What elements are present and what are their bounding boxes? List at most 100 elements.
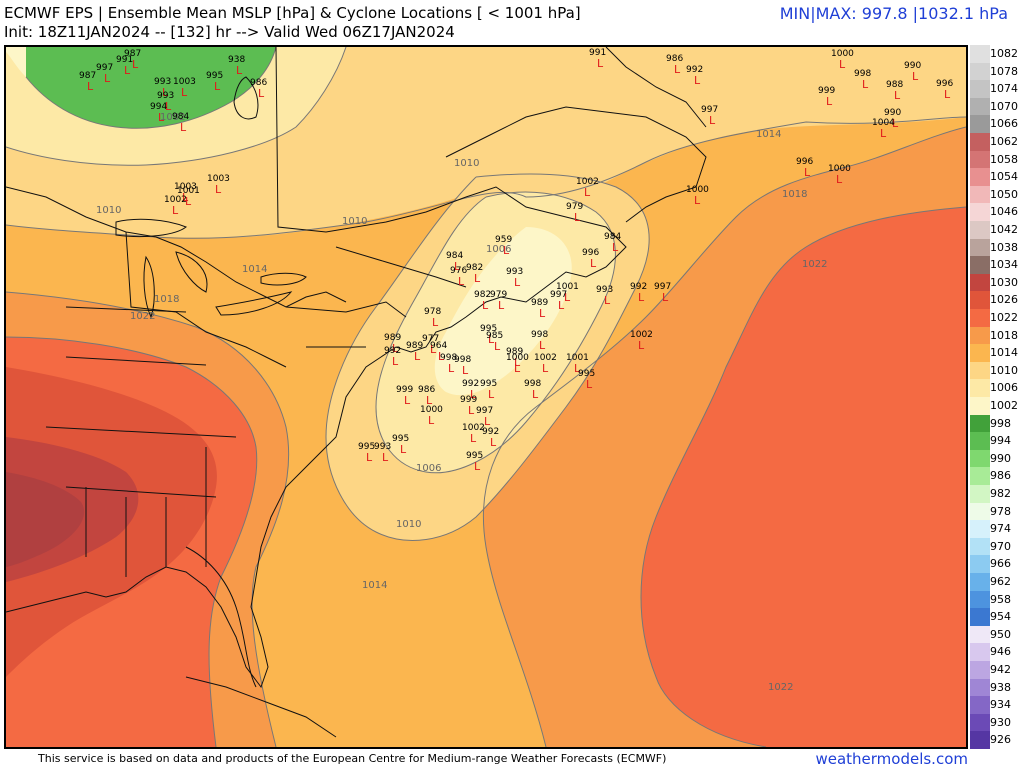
cyclone-pressure-label: 993 — [374, 442, 391, 452]
colorbar-label: 986 — [990, 469, 1011, 483]
colorbar-swatch — [970, 133, 990, 152]
colorbar-swatch — [970, 537, 990, 556]
cyclone-pressure-label: 999 — [460, 395, 477, 405]
cyclone-pressure-label: 959 — [495, 235, 512, 245]
low-marker-icon: L — [87, 80, 94, 93]
cyclone-pressure-label: 995 — [392, 434, 409, 444]
field-1002 — [434, 227, 572, 396]
colorbar-label: 926 — [990, 733, 1011, 747]
cyclone-pressure-label: 999 — [818, 86, 835, 96]
colorbar-label: 962 — [990, 575, 1011, 588]
colorbar-swatch — [970, 502, 990, 521]
low-marker-icon: L — [826, 95, 833, 108]
cyclone-pressure-label: 992 — [384, 346, 401, 356]
colorbar-swatch — [970, 555, 990, 574]
colorbar-label: 1050 — [990, 187, 1018, 201]
cyclone-pressure-label: 964 — [430, 341, 447, 351]
cyclone-pressure-label: 989 — [531, 298, 548, 308]
colorbar-swatch — [970, 344, 990, 363]
colorbar-swatch — [970, 625, 990, 644]
colorbar-swatch — [970, 80, 990, 99]
brand-link[interactable]: weathermodels.com — [815, 750, 968, 768]
cyclone-pressure-label: 995 — [480, 379, 497, 389]
cyclone-pressure-label: 979 — [566, 202, 583, 212]
isobar-label: 1010 — [454, 158, 479, 169]
isobar-label: 1022 — [768, 682, 793, 693]
low-marker-icon: L — [574, 362, 581, 375]
cyclone-pressure-label: 998 — [454, 355, 471, 365]
cyclone-pressure-label: 979 — [490, 290, 507, 300]
cyclone-pressure-label: 989 — [384, 333, 401, 343]
low-marker-icon: L — [182, 191, 189, 204]
cyclone-pressure-label: 1001 — [566, 353, 589, 363]
colorbar-swatch — [970, 273, 990, 292]
low-marker-icon: L — [574, 211, 581, 224]
cyclone-pressure-label: 994 — [150, 102, 167, 112]
cyclone-pressure-label: 982 — [466, 263, 483, 273]
isobar-label: 1002 — [160, 112, 185, 123]
cyclone-pressure-label: 987 — [79, 71, 96, 81]
cyclone-pressure-label: 982 — [474, 290, 491, 300]
isobar-label: 1014 — [756, 129, 781, 140]
colorbar-label: 970 — [990, 539, 1011, 553]
low-marker-icon: L — [158, 111, 165, 124]
low-marker-icon: L — [474, 272, 481, 285]
cyclone-pressure-label: 1000 — [828, 164, 851, 174]
low-marker-icon: L — [462, 364, 469, 377]
cyclone-pressure-label: 1000 — [420, 405, 443, 415]
colorbar-label: 1014 — [990, 346, 1018, 360]
colorbar-swatch — [970, 45, 990, 64]
low-marker-icon: L — [366, 451, 373, 464]
cyclone-pressure-label: 997 — [476, 406, 493, 416]
colorbar-label: 1070 — [990, 99, 1018, 113]
low-marker-icon: L — [892, 117, 899, 130]
colorbar-swatch — [970, 291, 990, 310]
low-marker-icon: L — [584, 186, 591, 199]
isobar-label: 1010 — [396, 519, 421, 530]
low-marker-icon: L — [944, 88, 951, 101]
colorbar-swatch — [970, 573, 990, 592]
colorbar-swatch — [970, 115, 990, 134]
low-marker-icon: L — [674, 63, 681, 76]
colorbar-swatch — [970, 696, 990, 715]
cyclone-pressure-label: 996 — [796, 157, 813, 167]
colorbar-swatch — [970, 203, 990, 222]
isobar-label: 1014 — [242, 264, 267, 275]
low-marker-icon: L — [894, 89, 901, 102]
colorbar-label: 938 — [990, 680, 1011, 694]
low-marker-icon: L — [604, 294, 611, 307]
cyclone-pressure-label: 998 — [440, 353, 457, 363]
isobar-label: 1014 — [362, 580, 387, 591]
low-marker-icon: L — [414, 350, 421, 363]
cyclone-pressure-label: 987 — [124, 49, 141, 59]
low-marker-icon: L — [542, 362, 549, 375]
cyclone-pressure-label: 1000 — [831, 49, 854, 59]
colorbar-label: 934 — [990, 698, 1011, 712]
cyclone-pressure-label: 1003 — [174, 182, 197, 192]
low-marker-icon: L — [709, 114, 716, 127]
cyclone-pressure-label: 984 — [446, 251, 463, 261]
cyclone-pressure-label: 978 — [424, 307, 441, 317]
colorbar-label: 1002 — [990, 399, 1018, 412]
low-marker-icon: L — [474, 460, 481, 473]
low-marker-icon: L — [458, 275, 465, 288]
low-marker-icon: L — [590, 257, 597, 270]
colorbar-label: 930 — [990, 715, 1011, 729]
low-marker-icon: L — [236, 64, 243, 77]
isobar-label: 1010 — [342, 216, 367, 227]
low-marker-icon: L — [586, 378, 593, 391]
low-marker-icon: L — [482, 299, 489, 312]
cyclone-pressure-label: 998 — [531, 330, 548, 340]
colorbar-label: 942 — [990, 663, 1011, 676]
colorbar-swatch — [970, 361, 990, 380]
colorbar-swatch — [970, 485, 990, 504]
pressure-map: 1002 1006 1006 1010 1010 1010 1010 1014 … — [4, 45, 968, 749]
cyclone-pressure-label: 1002 — [576, 177, 599, 187]
cyclone-pressure-label: 992 — [686, 65, 703, 75]
low-marker-icon: L — [392, 342, 399, 355]
low-marker-icon: L — [880, 127, 887, 140]
colorbar-label: 1022 — [990, 311, 1018, 324]
colorbar-label: 998 — [990, 416, 1011, 430]
cyclone-pressure-label: 997 — [701, 105, 718, 115]
cyclone-pressure-label: 993 — [154, 77, 171, 87]
